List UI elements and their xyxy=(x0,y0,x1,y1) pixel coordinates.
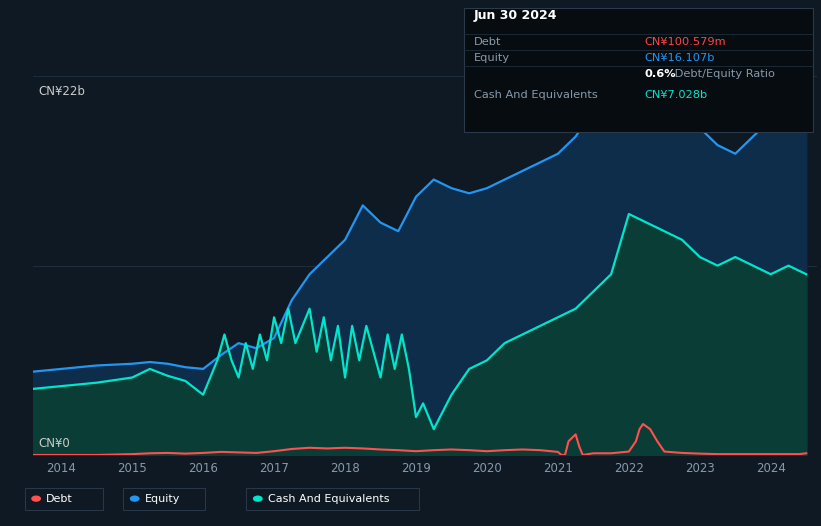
Text: Cash And Equivalents: Cash And Equivalents xyxy=(474,89,598,100)
Text: Jun 30 2024: Jun 30 2024 xyxy=(474,9,557,23)
Text: 0.6%: 0.6% xyxy=(644,68,677,79)
Text: Equity: Equity xyxy=(474,53,510,63)
Text: Equity: Equity xyxy=(144,493,180,504)
Text: Debt: Debt xyxy=(474,37,501,47)
Text: CN¥0: CN¥0 xyxy=(39,437,71,450)
Text: Debt: Debt xyxy=(46,493,73,504)
Text: CN¥100.579m: CN¥100.579m xyxy=(644,37,726,47)
Text: CN¥16.107b: CN¥16.107b xyxy=(644,53,715,63)
Text: CN¥22b: CN¥22b xyxy=(39,85,85,98)
Text: CN¥7.028b: CN¥7.028b xyxy=(644,89,708,100)
Text: Cash And Equivalents: Cash And Equivalents xyxy=(268,493,389,504)
Text: Debt/Equity Ratio: Debt/Equity Ratio xyxy=(671,68,775,79)
